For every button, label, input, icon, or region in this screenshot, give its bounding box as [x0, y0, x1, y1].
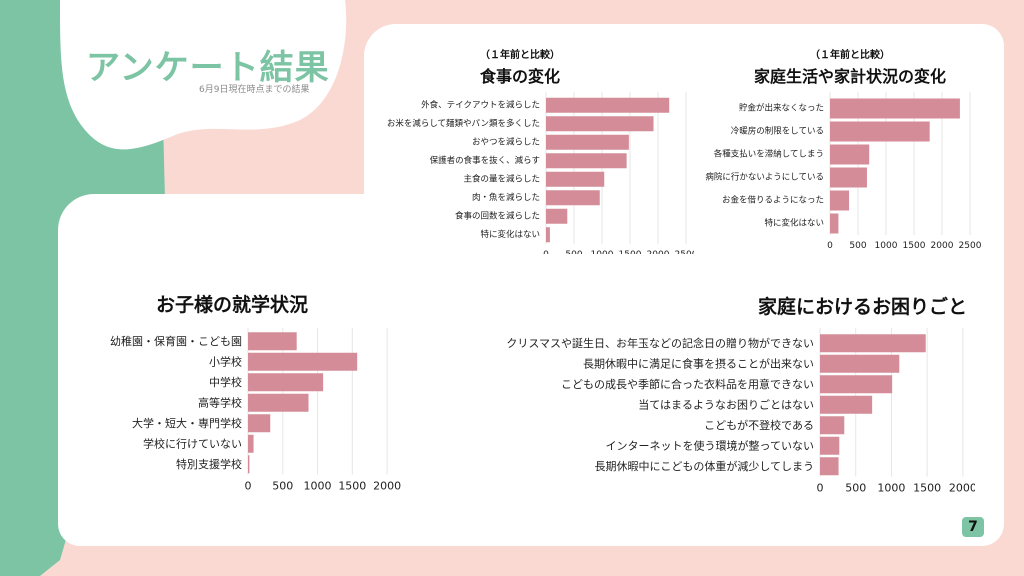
tick-label: 0 [543, 250, 549, 254]
troubles-chart: クリスマスや誕生日、お年玉などの記念日の贈り物ができない長期休暇中に満足に食事を… [506, 328, 975, 495]
bar [830, 121, 930, 142]
food-chart-header: （１年前と比較） 食事の変化 [420, 46, 620, 87]
category-label: 幼稚園・保育園・こども園 [110, 334, 242, 348]
category-label: インターネットを使う環境が整っていない [606, 438, 814, 452]
tick-label: 2500 [959, 241, 982, 251]
category-label: クリスマスや誕生日、お年玉などの記念日の贈り物ができない [506, 336, 814, 350]
bar [546, 153, 627, 169]
bar [830, 190, 850, 211]
household-chart-title: 家庭生活や家計状況の変化 [753, 67, 946, 86]
category-label: 小学校 [209, 354, 242, 368]
tick-label: 2000 [949, 482, 975, 495]
category-label: こどもが不登校である [704, 418, 814, 432]
category-label: 病院に行かないようにしている [705, 172, 824, 183]
bar [546, 171, 605, 187]
household-chart: 貯金が出来なくなった冷暖房の制限をしている各種支払いを滞納してしまう病院に行かな… [705, 92, 982, 251]
bar [248, 373, 324, 392]
page-title: アンケート結果 [86, 48, 330, 88]
category-label: 特に変化はない [480, 229, 540, 240]
bar [248, 455, 250, 474]
bar [248, 414, 271, 433]
category-label: 冷暖房の制限をしている [731, 126, 824, 137]
tick-label: 2500 [675, 250, 694, 254]
category-label: 各種支払いを滞納してしまう [714, 149, 824, 160]
category-label: 食事の回数を減らした [455, 210, 540, 221]
bar [248, 393, 309, 412]
tick-label: 0 [827, 241, 833, 251]
bar [820, 416, 845, 435]
school-chart: 幼稚園・保育園・こども園小学校中学校高等学校大学・短大・専門学校学校に行けていな… [110, 328, 401, 493]
bar [546, 97, 670, 113]
page-number-badge: 7 [962, 517, 984, 537]
household-chart-header: （１年前と比較） 家庭生活や家計状況の変化 [730, 46, 970, 87]
tick-label: 500 [272, 480, 293, 493]
white-blob [60, 0, 347, 150]
troubles-chart-title: 家庭におけるお困りごと [758, 296, 968, 318]
category-label: 中学校 [209, 375, 242, 389]
category-label: こどもの成長や季節に合った衣料品を用意できない [561, 377, 814, 391]
category-label: 外食、テイクアウトを減らした [421, 99, 540, 110]
tick-label: 1000 [304, 480, 332, 493]
bar [830, 213, 839, 234]
tick-label: 500 [849, 241, 866, 251]
bar [820, 354, 900, 373]
bar [546, 116, 654, 132]
bar [248, 352, 358, 371]
bar [830, 167, 867, 188]
bar [820, 457, 839, 476]
food-chart-subtitle: （１年前と比較） [480, 50, 560, 61]
bar [820, 395, 873, 414]
category-label: お米を減らして麺類やパン類を多くした [387, 118, 540, 129]
bar [546, 134, 629, 150]
tick-label: 0 [245, 480, 252, 493]
tick-label: 1500 [338, 480, 366, 493]
category-label: 学校に行けていない [143, 436, 242, 450]
food-chart: 外食、テイクアウトを減らしたお米を減らして麺類やパン類を多くしたおやつを減らした… [387, 92, 694, 254]
page-subtitle: 6月9日現在時点までの結果 [199, 85, 310, 95]
bar [820, 334, 926, 353]
tick-label: 500 [565, 250, 582, 254]
tick-label: 0 [817, 482, 824, 495]
category-label: 当てはまるようなお困りごとはない [638, 397, 814, 411]
category-label: 長期休暇中に満足に食事を摂ることが出来ない [583, 356, 814, 370]
household-chart-subtitle: （１年前と比較） [810, 50, 890, 61]
category-label: お金を借りるようになった [722, 195, 824, 206]
category-label: 長期休暇中にこどもの体重が減少してしまう [595, 459, 814, 473]
bar [546, 208, 568, 224]
tick-label: 1500 [619, 250, 642, 254]
tick-label: 1500 [913, 482, 941, 495]
category-label: 保護者の食事を抜く、減らす [430, 155, 540, 166]
category-label: 大学・短大・専門学校 [132, 416, 242, 430]
tick-label: 500 [845, 482, 866, 495]
bar [830, 98, 960, 119]
bar [820, 375, 893, 394]
category-label: 特に変化はない [764, 218, 824, 229]
bar [546, 227, 550, 243]
tick-label: 2000 [931, 241, 954, 251]
school-chart-title: お子様の就学状況 [156, 294, 309, 316]
tick-label: 2000 [647, 250, 670, 254]
tick-label: 2000 [373, 480, 401, 493]
bar [830, 144, 870, 165]
category-label: 高等学校 [198, 395, 242, 409]
food-chart-title: 食事の変化 [479, 67, 560, 86]
bar [248, 332, 297, 351]
bar [820, 436, 840, 455]
category-label: 貯金が出来なくなった [739, 103, 824, 114]
bar [248, 434, 254, 453]
tick-label: 1000 [877, 482, 905, 495]
category-label: 肉・魚を減らした [472, 192, 540, 203]
category-label: 主食の量を減らした [463, 173, 540, 184]
bar [546, 190, 600, 206]
tick-label: 1500 [903, 241, 926, 251]
tick-label: 1000 [591, 250, 614, 254]
category-label: 特別支援学校 [176, 457, 242, 471]
tick-label: 1000 [875, 241, 898, 251]
category-label: おやつを減らした [472, 136, 540, 147]
